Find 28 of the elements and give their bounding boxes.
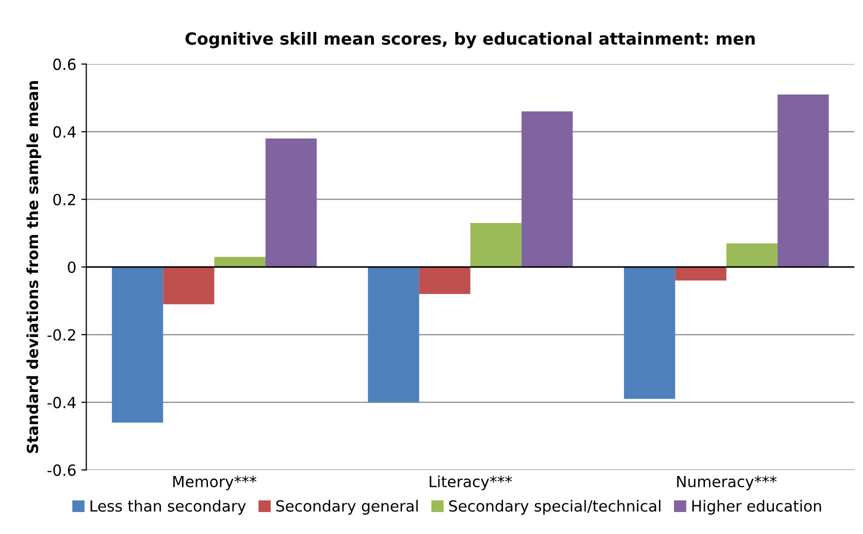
- legend-label: Secondary special/technical: [449, 500, 660, 515]
- y-tick-label: -0.2: [48, 329, 76, 341]
- bar: [522, 111, 573, 267]
- legend-label: Secondary general: [276, 500, 418, 515]
- bar: [470, 223, 522, 267]
- bar: [112, 267, 164, 423]
- x-tick-label: Numeracy***: [677, 476, 777, 490]
- legend-label: Less than secondary: [90, 500, 246, 515]
- bar: [214, 256, 266, 267]
- bar: [163, 267, 214, 304]
- legend-label: Higher education: [692, 500, 821, 515]
- y-tick-label: 0.2: [53, 194, 76, 206]
- bar: [726, 243, 778, 267]
- x-tick-label: Memory***: [173, 476, 256, 490]
- bar: [368, 267, 420, 402]
- bar: [266, 138, 317, 267]
- bar: [675, 267, 726, 281]
- bar: [419, 267, 470, 294]
- y-axis-title: Standard deviations from the sample mean: [26, 81, 42, 453]
- y-tick-label: -0.4: [48, 396, 76, 408]
- y-tick-label: 0: [68, 261, 76, 274]
- bar: [778, 94, 829, 267]
- bar: [624, 267, 676, 399]
- chart-title: Cognitive skill mean scores, by educational attainment: men: [186, 32, 755, 48]
- y-tick-label: 0.4: [53, 126, 76, 138]
- x-tick-label: Literacy***: [430, 475, 512, 490]
- y-tick-label: -0.6: [48, 464, 76, 476]
- y-tick-label: 0.6: [53, 58, 76, 70]
